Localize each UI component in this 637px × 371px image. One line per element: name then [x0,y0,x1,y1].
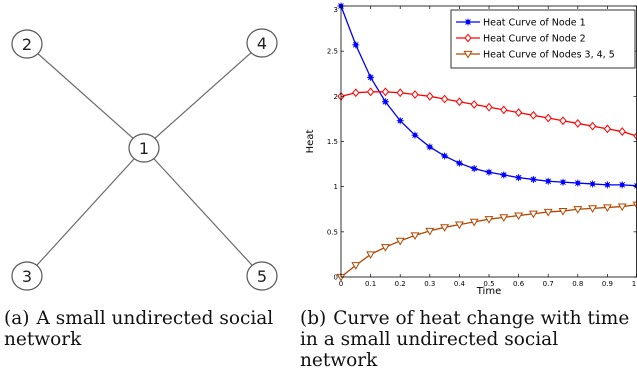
caption-a-label: (a) [4,308,29,329]
caption-b-text: Curve of heat change with time in a smal… [300,308,629,371]
series-1-point [619,181,626,188]
x-axis-label: Time [476,286,501,297]
x-tick-label: 0.4 [454,280,466,288]
node-5-label: 5 [257,267,267,286]
x-tick-label: 0.3 [424,280,435,288]
edge-1-5 [144,148,262,276]
caption-b-label: (b) [300,308,326,329]
series-1-point [545,178,552,185]
y-tick-label: 0.5 [327,228,338,236]
series-1-point [397,117,404,124]
graph-node-1: 1 [129,134,159,162]
x-tick-label: 1 [632,280,636,288]
series-1-point [382,98,389,105]
series-1-point [426,143,433,150]
node-4-label: 4 [257,34,267,53]
edge-1-2 [27,44,144,148]
series-1-point [412,132,419,139]
graph-node-3: 3 [12,262,42,290]
x-tick-label: 0.8 [572,280,583,288]
legend-marker [465,19,472,26]
y-tick-label: 3 [334,6,338,14]
series-1-point [441,152,448,159]
legend-entry-label: Heat Curve of Node 1 [483,18,586,29]
y-tick-label: 0 [334,274,338,282]
graph-node-2: 2 [12,30,42,58]
node-2-label: 2 [22,35,32,54]
series-1-point [604,181,611,188]
node-1-label: 1 [139,139,149,158]
network-graph: 1 2 3 4 5 [0,0,290,300]
node-3-label: 3 [22,267,32,286]
chart-legend: Heat Curve of Node 1 Heat Curve of Node 2… [451,10,635,68]
edge-1-4 [144,43,262,148]
x-tick-label: 0.6 [513,280,525,288]
series-1-point [589,180,596,187]
y-tick-label: 2 [334,93,338,101]
legend-entry-label: Heat Curve of Node 2 [483,34,586,45]
x-tick-label: 0.1 [365,280,376,288]
y-axis-label: Heat [305,130,316,154]
legend-entry-label: Heat Curve of Nodes 3, 4, 5 [483,50,615,61]
graph-node-5: 5 [247,262,277,290]
series-1-point [530,176,537,183]
y-tick-label: 1.5 [327,138,338,146]
series-1-point [486,169,493,176]
edge-1-3 [27,148,144,276]
caption-a: (a)A small undirected social network [4,308,286,350]
x-tick-label: 0.9 [602,280,613,288]
series-1-point [471,165,478,172]
network-graph-svg: 1 2 3 4 5 [0,0,290,300]
series-1-point [367,74,374,81]
series-1-point [456,160,463,167]
series-1-point [560,179,567,186]
x-tick-label: 0.7 [543,280,554,288]
series-1-point [574,180,581,187]
caption-b: (b)Curve of heat change with time in a s… [300,308,636,371]
caption-a-text: A small undirected social network [4,308,273,350]
y-tick-label: 1 [334,183,338,191]
x-tick-label: 0.2 [395,280,406,288]
y-tick-label: 2.5 [327,48,338,56]
series-1-point [352,41,359,48]
graph-node-4: 4 [247,29,277,57]
x-tick-label: 0 [339,280,343,288]
series-1-point [500,171,507,178]
series-1-point [515,174,522,181]
